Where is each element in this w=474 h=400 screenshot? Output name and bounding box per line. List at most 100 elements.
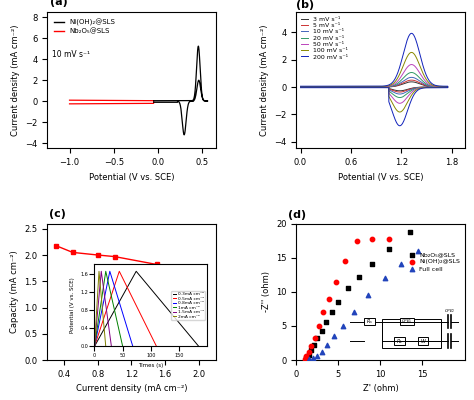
Text: 10 mV s⁻¹: 10 mV s⁻¹: [52, 50, 90, 59]
50 mV s⁻¹: [298, 85, 303, 90]
3 mV s⁻¹: [437, 85, 442, 90]
100 mV s⁻¹: [409, 50, 414, 55]
20 mV s⁻¹: [397, 95, 403, 100]
3 mV s⁻¹: [307, 85, 312, 90]
Full cell: [330, 333, 338, 339]
Nb₂O₅@SLS: [305, 351, 313, 358]
50 mV s⁻¹: [437, 85, 442, 90]
10 mV s⁻¹: [441, 84, 447, 89]
10 mV s⁻¹: [409, 75, 414, 80]
20 mV s⁻¹: [409, 70, 414, 75]
3 mV s⁻¹: [298, 85, 303, 90]
Y-axis label: Current density (mA cm⁻²): Current density (mA cm⁻²): [11, 24, 20, 136]
Ni(OH)₂@SLS: [325, 295, 333, 302]
5 mV s⁻¹: [440, 84, 446, 89]
20 mV s⁻¹: [376, 85, 382, 90]
Full cell: [350, 309, 357, 316]
20 mV s⁻¹: [298, 85, 303, 90]
Nb₂O₅@SLS: [356, 274, 363, 280]
100 mV s⁻¹: [441, 84, 447, 89]
200 mV s⁻¹: [440, 84, 446, 88]
Y-axis label: -Z'' (ohm): -Z'' (ohm): [262, 271, 271, 312]
Text: (c): (c): [49, 209, 66, 219]
50 mV s⁻¹: [440, 84, 446, 89]
Text: (a): (a): [50, 0, 68, 7]
Line: 3 mV s⁻¹: 3 mV s⁻¹: [301, 82, 448, 91]
200 mV s⁻¹: [307, 85, 312, 90]
Nb₂O₅@SLS: [385, 246, 392, 253]
Ni(OH)₂@SLS: [305, 349, 313, 355]
3 mV s⁻¹: [441, 84, 447, 89]
5 mV s⁻¹: [298, 85, 303, 90]
Full cell: [414, 248, 422, 254]
100 mV s⁻¹: [298, 84, 303, 89]
5 mV s⁻¹: [437, 85, 442, 90]
Legend: 3 mV s⁻¹, 5 mV s⁻¹, 10 mV s⁻¹, 20 mV s⁻¹, 50 mV s⁻¹, 100 mV s⁻¹, 200 mV s⁻¹: 3 mV s⁻¹, 5 mV s⁻¹, 10 mV s⁻¹, 20 mV s⁻¹…: [300, 15, 350, 61]
Nb₂O₅@SLS: [302, 355, 310, 361]
Text: (b): (b): [296, 0, 314, 10]
200 mV s⁻¹: [298, 85, 303, 90]
20 mV s⁻¹: [437, 85, 442, 90]
10 mV s⁻¹: [426, 85, 432, 90]
Ni(OH)₂@SLS: [341, 258, 349, 264]
200 mV s⁻¹: [441, 84, 447, 88]
Full cell: [398, 261, 405, 268]
Line: 5 mV s⁻¹: 5 mV s⁻¹: [301, 80, 448, 92]
100 mV s⁻¹: [437, 85, 442, 90]
10 mV s⁻¹: [437, 85, 442, 90]
Full cell: [318, 349, 325, 355]
Nb₂O₅@SLS: [308, 346, 315, 353]
3 mV s⁻¹: [426, 85, 432, 90]
5 mV s⁻¹: [441, 84, 447, 89]
100 mV s⁻¹: [440, 84, 446, 89]
Nb₂O₅@SLS: [406, 228, 414, 235]
Ni(OH)₂@SLS: [353, 237, 361, 244]
200 mV s⁻¹: [426, 85, 432, 90]
50 mV s⁻¹: [441, 84, 447, 89]
Nb₂O₅@SLS: [310, 342, 318, 348]
Y-axis label: Capacity (mA cm⁻²): Capacity (mA cm⁻²): [10, 250, 19, 333]
5 mV s⁻¹: [376, 85, 382, 90]
100 mV s⁻¹: [376, 85, 382, 90]
3 mV s⁻¹: [298, 84, 303, 89]
10 mV s⁻¹: [376, 85, 382, 90]
Nb₂O₅@SLS: [318, 328, 325, 334]
X-axis label: Current density (mA cm⁻²): Current density (mA cm⁻²): [76, 384, 187, 393]
Line: 200 mV s⁻¹: 200 mV s⁻¹: [301, 33, 448, 126]
Nb₂O₅@SLS: [345, 285, 352, 292]
20 mV s⁻¹: [307, 85, 312, 90]
Legend: Nb₂O₅@SLS, Ni(OH)₂@SLS, Full cell: Nb₂O₅@SLS, Ni(OH)₂@SLS, Full cell: [408, 250, 461, 273]
Nb₂O₅@SLS: [314, 335, 321, 341]
3 mV s⁻¹: [397, 88, 403, 93]
Ni(OH)₂@SLS: [301, 356, 309, 362]
Ni(OH)₂@SLS: [368, 235, 376, 242]
Line: 50 mV s⁻¹: 50 mV s⁻¹: [301, 64, 448, 103]
10 mV s⁻¹: [298, 84, 303, 89]
3 mV s⁻¹: [409, 80, 414, 84]
Full cell: [339, 323, 346, 329]
X-axis label: Z' (ohm): Z' (ohm): [363, 384, 398, 393]
10 mV s⁻¹: [307, 85, 312, 90]
100 mV s⁻¹: [307, 85, 312, 90]
5 mV s⁻¹: [426, 85, 432, 90]
200 mV s⁻¹: [437, 85, 442, 90]
100 mV s⁻¹: [298, 85, 303, 90]
Ni(OH)₂@SLS: [315, 323, 323, 329]
X-axis label: Potential (V vs. SCE): Potential (V vs. SCE): [89, 173, 174, 182]
Text: (d): (d): [288, 210, 306, 220]
Nb₂O₅@SLS: [335, 299, 342, 305]
50 mV s⁻¹: [376, 85, 382, 90]
3 mV s⁻¹: [376, 85, 382, 90]
Full cell: [314, 353, 321, 359]
Y-axis label: Current density (mA cm⁻²): Current density (mA cm⁻²): [260, 24, 269, 136]
Line: 20 mV s⁻¹: 20 mV s⁻¹: [301, 72, 448, 98]
200 mV s⁻¹: [409, 31, 414, 36]
200 mV s⁻¹: [376, 85, 382, 90]
Nb₂O₅@SLS: [322, 319, 329, 326]
Line: 100 mV s⁻¹: 100 mV s⁻¹: [301, 52, 448, 112]
Full cell: [324, 342, 331, 348]
5 mV s⁻¹: [307, 85, 312, 90]
100 mV s⁻¹: [426, 85, 432, 90]
50 mV s⁻¹: [298, 84, 303, 89]
Nb₂O₅@SLS: [328, 309, 336, 316]
